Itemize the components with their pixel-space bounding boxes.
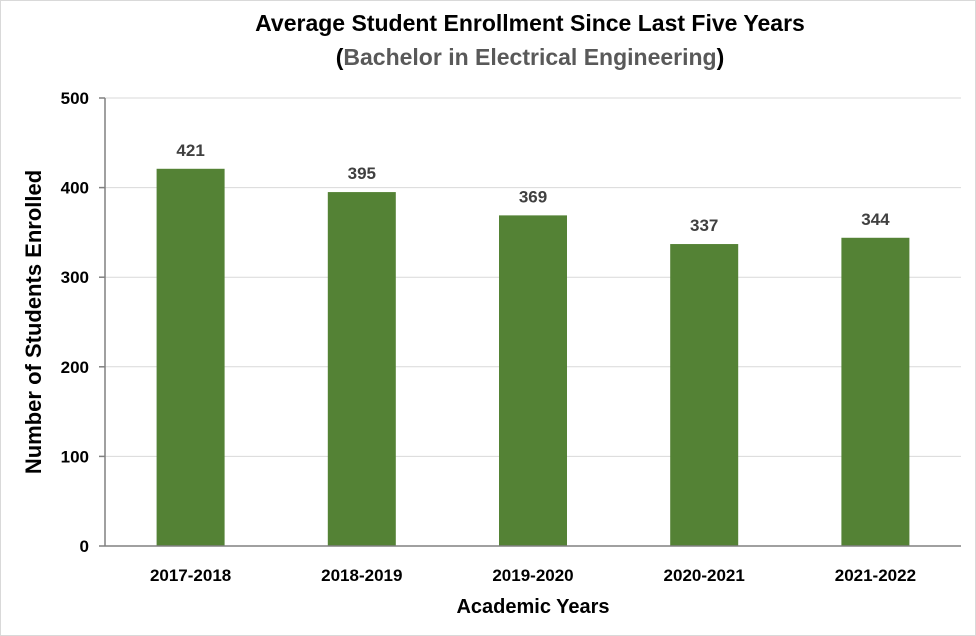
data-label: 369 xyxy=(519,187,547,206)
data-label: 344 xyxy=(861,210,890,229)
x-tick-label: 2017-2018 xyxy=(150,566,231,585)
bar xyxy=(327,192,396,546)
subtitle-open-paren: ( xyxy=(336,44,344,70)
data-label: 337 xyxy=(690,216,718,235)
y-tick-label: 200 xyxy=(61,358,89,377)
x-tick-labels: 2017-2018 2018-2019 2019-2020 2020-2021 2021… xyxy=(150,566,916,585)
y-tick-labels: 0 100 200 300 400 500 xyxy=(61,89,89,556)
x-axis-title: Academic Years xyxy=(456,596,609,618)
y-tick-label: 100 xyxy=(61,447,89,466)
bar xyxy=(156,168,225,546)
y-axis-title: Number of Students Enrolled xyxy=(21,170,46,474)
data-labels: 421 395 369 337 344 xyxy=(176,141,890,235)
y-tick-label: 300 xyxy=(61,268,89,287)
data-label: 395 xyxy=(348,164,376,183)
chart-title: Average Student Enrollment Since Last Fi… xyxy=(255,10,805,36)
subtitle-label: Bachelor in Electrical Engineering xyxy=(343,44,716,70)
chart-subtitle: (Bachelor in Electrical Engineering) xyxy=(336,44,725,70)
x-tick-label: 2020-2021 xyxy=(664,566,745,585)
x-tick-label: 2018-2019 xyxy=(321,566,402,585)
y-tick-label: 400 xyxy=(61,179,89,198)
axes xyxy=(99,97,961,547)
bar xyxy=(841,237,910,546)
x-tick-label: 2019-2020 xyxy=(492,566,573,585)
x-tick-label: 2021-2022 xyxy=(835,566,916,585)
subtitle-close-paren: ) xyxy=(717,44,725,70)
bar xyxy=(499,215,567,546)
y-tick-label: 500 xyxy=(61,89,89,108)
bar xyxy=(670,244,739,546)
data-label: 421 xyxy=(176,141,204,160)
y-tick-label: 0 xyxy=(80,537,89,556)
bars xyxy=(156,168,910,546)
